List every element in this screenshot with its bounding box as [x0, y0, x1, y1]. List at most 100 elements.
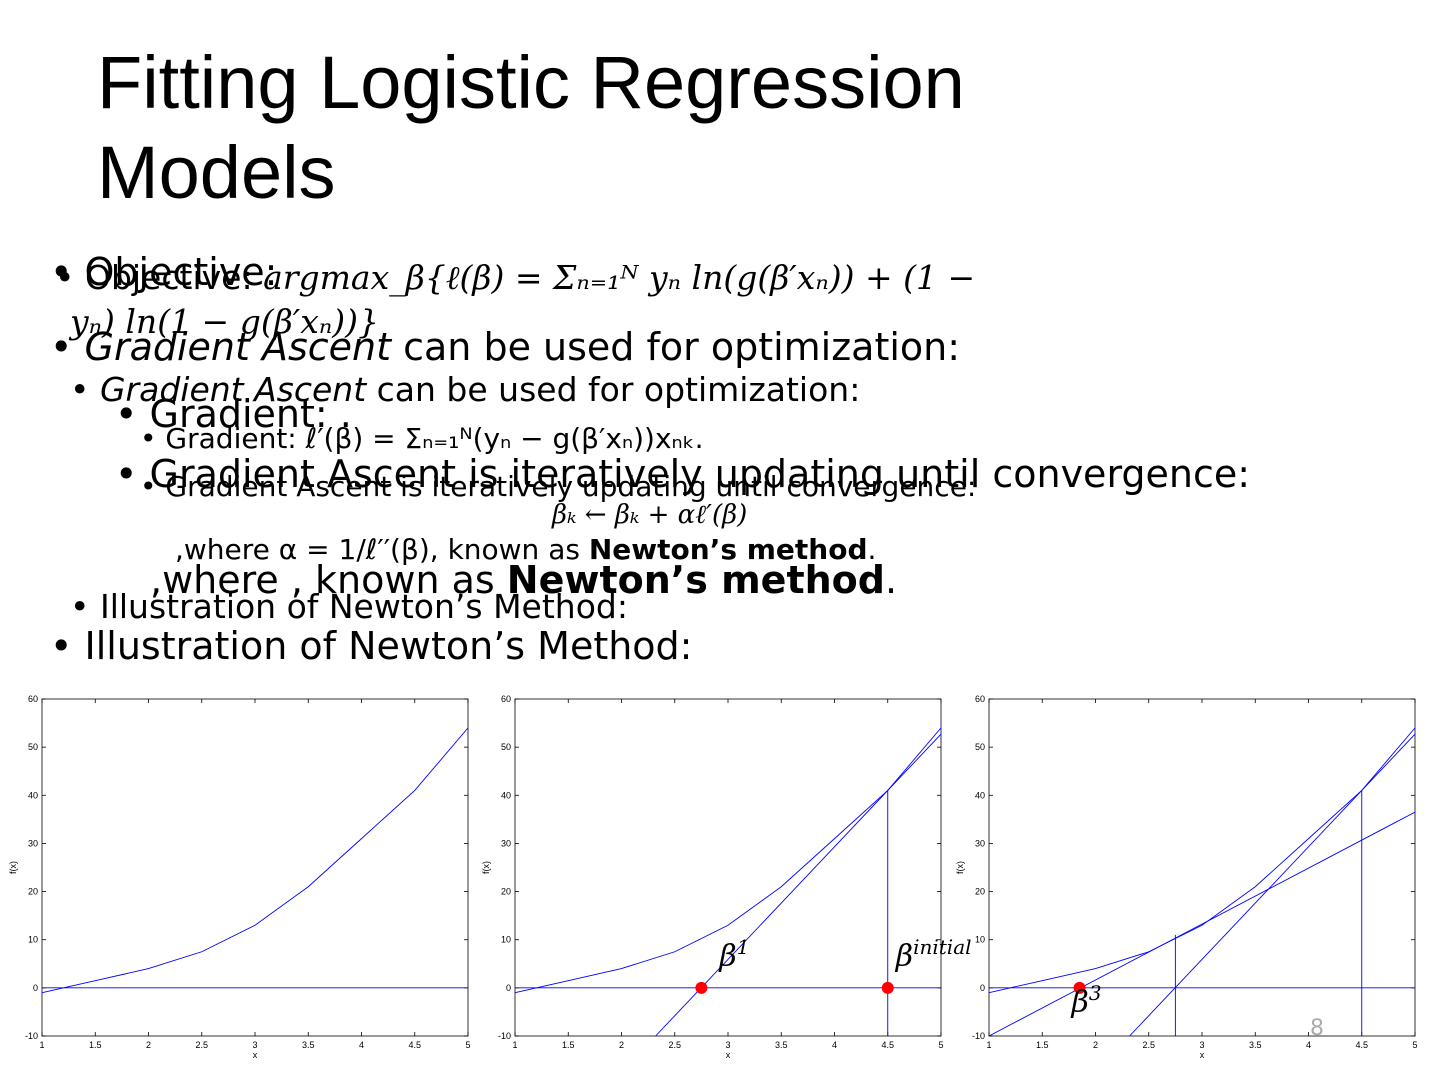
text: Objective:	[84, 258, 264, 297]
y-tick-label: -10	[972, 1031, 985, 1041]
y-tick-label: 10	[501, 935, 511, 945]
y-axis-label: f(x)	[481, 861, 491, 874]
x-tick-label: 5	[1412, 1040, 1417, 1050]
y-tick-label: 20	[975, 887, 985, 897]
x-axis-label: x	[253, 1050, 258, 1060]
x-tick-label: 3.5	[775, 1040, 788, 1050]
y-axis-label: f(x)	[955, 861, 965, 874]
text: Illustration of Newton’s Method:	[99, 587, 628, 626]
x-axis-label: x	[1200, 1050, 1205, 1060]
y-tick-label: 60	[975, 694, 985, 704]
y-tick-label: 50	[28, 742, 38, 752]
annotation: β3	[1071, 981, 1102, 1020]
x-tick-label: 4	[1306, 1040, 1311, 1050]
y-tick-label: 60	[501, 694, 511, 704]
text: Gradient Ascent	[84, 325, 392, 369]
title: Fitting Logistic Regression	[97, 41, 965, 124]
math: βₖ ← βₖ + αℓ′(β)	[552, 500, 748, 530]
axes-frame	[41, 698, 469, 1037]
y-tick-label: 0	[506, 983, 511, 993]
x-tick-label: 2.5	[195, 1040, 208, 1050]
x-tick-label: 4.5	[881, 1040, 894, 1050]
x-tick-label: 3	[725, 1040, 730, 1050]
y-tick-label: 0	[980, 983, 985, 993]
curve	[41, 727, 469, 994]
text: Objective:	[84, 250, 278, 294]
title: Models	[97, 131, 336, 214]
x-tick-label: 3	[252, 1040, 257, 1050]
y-tick-label: 40	[28, 790, 38, 800]
x-tick-label: 3	[1199, 1040, 1204, 1050]
y-tick-label: 0	[33, 983, 38, 993]
x-tick-label: 1.5	[1036, 1040, 1049, 1050]
x-axis-label: x	[726, 1050, 731, 1060]
text: Illustration of Newton’s Method:	[84, 624, 693, 668]
annotation-base: β	[895, 939, 913, 974]
y-tick-label: 30	[501, 838, 511, 848]
text: • Gradient Ascent can be used for optimi…	[70, 370, 861, 409]
annotation-sup: 3	[1089, 981, 1102, 1005]
x-tick-label: 2	[619, 1040, 624, 1050]
line	[988, 811, 1416, 1037]
text: • Illustration of Newton’s Method:	[50, 624, 693, 668]
x-tick-label: 5	[938, 1040, 943, 1050]
annotation-sup: initial	[913, 935, 971, 959]
y-tick-label: 30	[28, 838, 38, 848]
x-tick-label: 1.5	[562, 1040, 575, 1050]
text: • Gradient: ℓ′(β) = Σₙ₌₁ᴺ(yₙ − g(β′xₙ))x…	[140, 422, 704, 455]
x-tick-label: 2	[1093, 1040, 1098, 1050]
curve	[988, 727, 1416, 994]
text: • Gradient: .	[115, 392, 352, 436]
y-tick-label: 40	[975, 790, 985, 800]
x-tick-label: 5	[465, 1040, 470, 1050]
text: can be used for optimization:	[391, 325, 961, 369]
text: • Gradient Ascent can be used for optimi…	[50, 325, 961, 369]
text: ,where α = 1/ℓ′′(β), known as	[175, 533, 589, 566]
annotation: β1	[718, 935, 749, 974]
x-tick-label: 4	[832, 1040, 837, 1050]
y-tick-label: 10	[28, 935, 38, 945]
text: Gradient Ascent	[99, 370, 367, 409]
line	[1129, 733, 1416, 1037]
point	[695, 981, 708, 994]
curve	[514, 727, 942, 994]
y-tick-label: 60	[28, 694, 38, 704]
x-tick-label: 1	[986, 1040, 991, 1050]
x-tick-label: 3.5	[302, 1040, 315, 1050]
y-tick-label: -10	[498, 1031, 511, 1041]
text: Newton’s method	[506, 558, 885, 602]
point	[1073, 981, 1086, 994]
annotation-sup: 1	[737, 935, 750, 959]
text: • Objective: argmax_β{ℓ(β) = Σₙ₌₁ᴺ yₙ ln…	[55, 258, 976, 297]
x-tick-label: 2.5	[668, 1040, 681, 1050]
x-tick-label: 1	[512, 1040, 517, 1050]
text: Gradient Ascent is iteratively updating …	[165, 470, 977, 503]
math: yₙ) ln(1 − g(β′xₙ))}	[70, 302, 379, 341]
y-tick-label: 50	[975, 742, 985, 752]
text: can be used for optimization:	[366, 370, 861, 409]
text: • Objective:	[50, 250, 278, 294]
y-tick-label: -10	[25, 1031, 38, 1041]
x-tick-label: 1	[39, 1040, 44, 1050]
x-tick-label: 3.5	[1249, 1040, 1262, 1050]
point	[881, 981, 894, 994]
text: .	[867, 533, 877, 566]
y-axis-label: f(x)	[8, 861, 18, 874]
x-tick-label: 4.5	[408, 1040, 421, 1050]
y-tick-label: 40	[501, 790, 511, 800]
text: ,where , known as	[150, 558, 507, 602]
page-number: 8	[1310, 1016, 1324, 1041]
x-tick-label: 2.5	[1142, 1040, 1155, 1050]
text: • Illustration of Newton’s Method:	[70, 587, 628, 626]
y-tick-label: 20	[501, 887, 511, 897]
annotation-base: β	[718, 939, 736, 974]
text: Gradient: .	[149, 392, 352, 436]
text: ,where , known as Newton’s method.	[150, 558, 897, 602]
text: • Gradient Ascent is iteratively updatin…	[115, 452, 1251, 496]
annotation-base: β	[1071, 985, 1089, 1020]
math: argmax_β{ℓ(β) = Σₙ₌₁ᴺ yₙ ln(g(β′xₙ)) + (…	[263, 258, 976, 297]
text: Gradient Ascent is iteratively updating …	[149, 452, 1251, 496]
text: ,where α = 1/ℓ′′(β), known as Newton’s m…	[175, 533, 876, 566]
